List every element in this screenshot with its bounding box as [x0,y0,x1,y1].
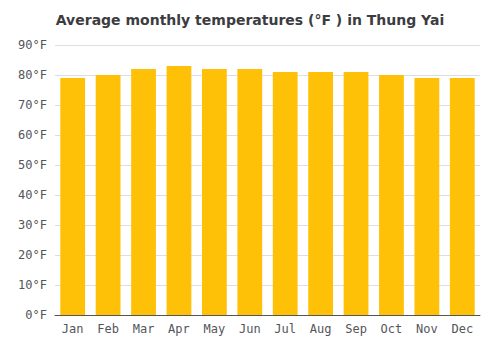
svg-text:Sep: Sep [345,322,367,336]
svg-text:80°F: 80°F [18,68,47,82]
svg-text:90°F: 90°F [18,38,47,52]
svg-text:70°F: 70°F [18,98,47,112]
svg-text:Jun: Jun [239,322,261,336]
svg-text:Aug: Aug [310,322,332,336]
svg-text:Apr: Apr [168,322,190,336]
svg-text:0°F: 0°F [25,308,47,322]
svg-text:10°F: 10°F [18,278,47,292]
svg-text:60°F: 60°F [18,128,47,142]
svg-text:50°F: 50°F [18,158,47,172]
svg-text:Average monthly temperatures (: Average monthly temperatures (°F ) in Th… [56,12,444,28]
svg-text:Jul: Jul [274,322,296,336]
svg-text:May: May [204,322,226,336]
svg-text:30°F: 30°F [18,218,47,232]
svg-text:Nov: Nov [416,322,438,336]
svg-text:20°F: 20°F [18,248,47,262]
svg-text:Oct: Oct [381,322,403,336]
svg-text:Jan: Jan [62,322,84,336]
svg-text:Mar: Mar [133,322,155,336]
svg-text:Feb: Feb [97,322,119,336]
svg-text:Dec: Dec [451,322,473,336]
svg-text:40°F: 40°F [18,188,47,202]
